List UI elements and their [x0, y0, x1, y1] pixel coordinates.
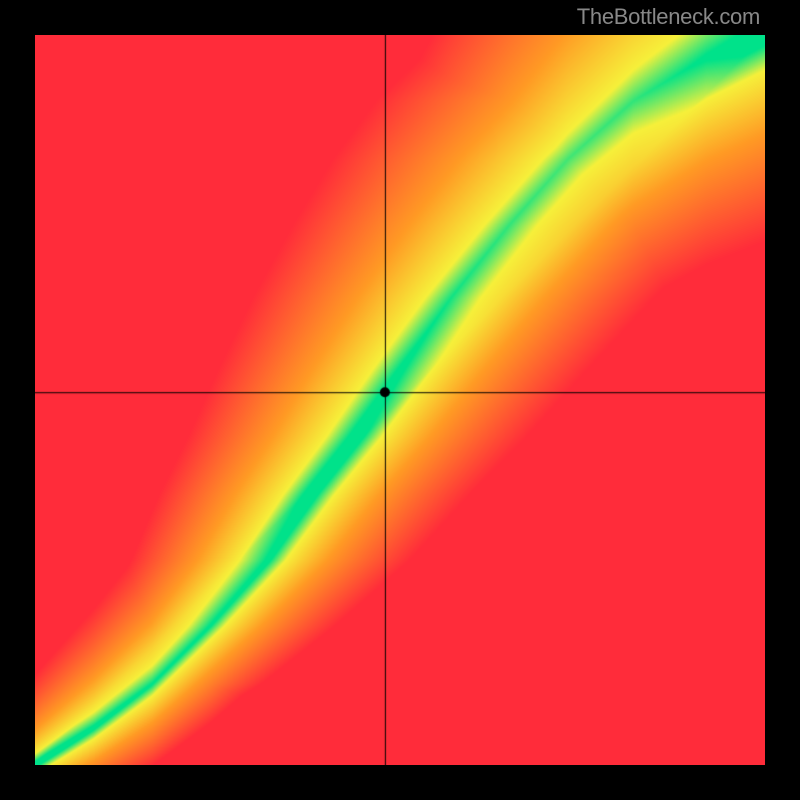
heatmap-canvas: [35, 35, 765, 765]
chart-container: TheBottleneck.com: [0, 0, 800, 800]
watermark-text: TheBottleneck.com: [577, 4, 760, 30]
